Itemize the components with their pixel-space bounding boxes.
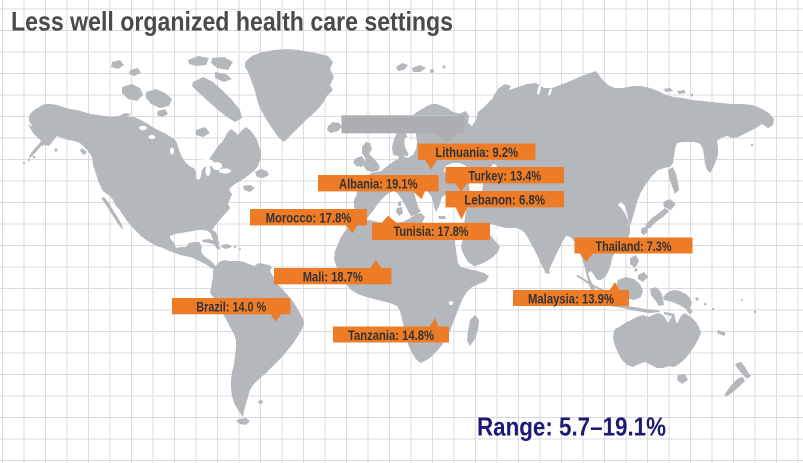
svg-text:Turkey: 13.4%: Turkey: 13.4% (468, 168, 541, 183)
svg-text:Brazil: 14.0 %: Brazil: 14.0 % (196, 299, 266, 314)
svg-text:Lithuania: 9.2%: Lithuania: 9.2% (435, 145, 518, 160)
svg-text:Malaysia: 13.9%: Malaysia: 13.9% (528, 291, 614, 306)
svg-text:Less well organized health car: Less well organized health care settings (11, 6, 453, 36)
svg-text:Thailand: 7.3%: Thailand: 7.3% (596, 239, 672, 254)
svg-text:Mali: 18.7%: Mali: 18.7% (303, 269, 363, 284)
svg-text:Lebanon: 6.8%: Lebanon: 6.8% (464, 192, 545, 207)
svg-text:Albania: 19.1%: Albania: 19.1% (339, 176, 417, 191)
svg-text:Tunisia: 17.8%: Tunisia: 17.8% (394, 224, 469, 239)
svg-text:Range: 5.7–19.1%: Range: 5.7–19.1% (477, 411, 666, 441)
svg-text:Tanzania: 14.8%: Tanzania: 14.8% (348, 328, 434, 343)
svg-text:Morocco: 17.8%: Morocco: 17.8% (266, 210, 352, 225)
